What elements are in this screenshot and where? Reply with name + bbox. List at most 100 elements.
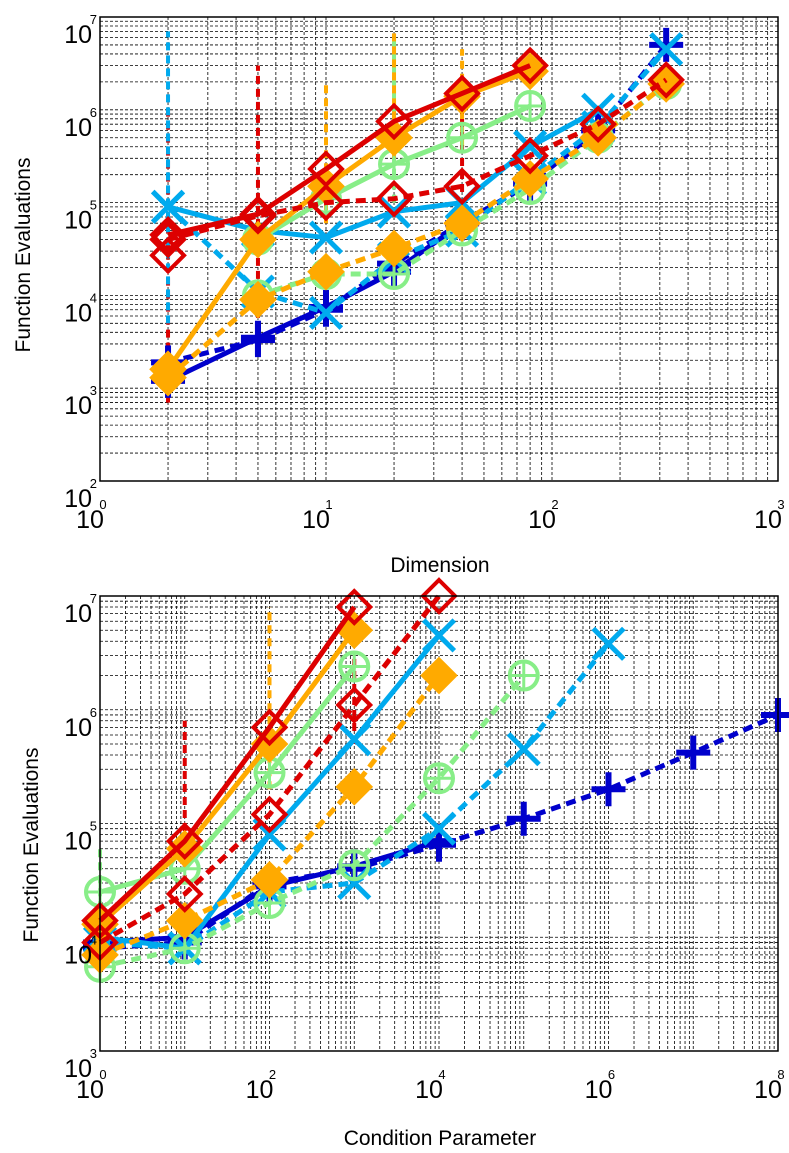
data-point — [591, 626, 626, 661]
data-point — [375, 229, 413, 268]
y-tick-label: 10 — [64, 714, 92, 742]
x-tick-exponent: 2 — [269, 1067, 276, 1082]
y-tick-label: 10 — [64, 392, 92, 420]
data-point — [375, 179, 413, 218]
data-point — [335, 588, 374, 626]
series-line — [166, 47, 669, 316]
x-tick-label: 10 — [76, 1076, 104, 1104]
plot-frame — [99, 595, 779, 1052]
data-point-cross — [425, 764, 453, 793]
x-tick-label: 10 — [76, 506, 104, 534]
data-point — [240, 323, 275, 358]
y-tick-exponent: 7 — [90, 12, 97, 27]
y-axis-label: Function Evaluations — [20, 748, 43, 943]
data-point — [506, 732, 541, 767]
y-tick-label: 10 — [64, 207, 92, 235]
x-tick-exponent: 2 — [551, 497, 558, 512]
x-tick-exponent: 3 — [777, 497, 784, 512]
series-line — [167, 43, 669, 365]
data-point — [443, 167, 481, 206]
data-point — [149, 220, 187, 259]
data-point — [443, 74, 481, 113]
data-point-cross — [516, 91, 545, 120]
x-tick-label: 10 — [585, 1076, 613, 1104]
x-tick-exponent: 0 — [99, 1067, 106, 1082]
data-point — [513, 129, 548, 164]
y-tick-label: 10 — [64, 21, 92, 49]
data-point-cross — [255, 758, 284, 787]
data-point — [511, 160, 549, 198]
series-line — [99, 712, 780, 951]
data-point — [307, 252, 345, 291]
data-point — [579, 105, 617, 144]
y-tick-label: 10 — [64, 941, 92, 969]
y-tick-label: 10 — [64, 828, 92, 856]
data-point — [420, 577, 458, 615]
data-point — [165, 822, 204, 860]
y-tick-exponent: 6 — [90, 105, 97, 120]
y-tick-exponent: 4 — [90, 290, 97, 305]
x-tick-label: 10 — [415, 1076, 443, 1104]
y-tick-label: 10 — [64, 299, 92, 327]
data-point — [649, 27, 684, 62]
x-tick-label: 10 — [754, 506, 782, 534]
x-tick-label: 10 — [528, 506, 556, 534]
y-tick-exponent: 5 — [90, 198, 97, 213]
x-tick-exponent: 6 — [608, 1067, 615, 1082]
data-point — [647, 61, 685, 99]
y-tick-exponent: 3 — [90, 1046, 97, 1061]
data-point — [337, 722, 372, 757]
y-tick-label: 10 — [64, 1055, 92, 1083]
y-tick-exponent: 2 — [90, 476, 97, 491]
series-group — [81, 577, 789, 983]
x-tick-exponent: 4 — [438, 1067, 445, 1082]
data-point — [335, 686, 374, 724]
series-line — [98, 594, 441, 945]
data-point — [250, 860, 289, 899]
y-tick-exponent: 3 — [90, 383, 97, 398]
data-point — [421, 811, 457, 846]
x-tick-exponent: 0 — [99, 497, 106, 512]
data-point — [511, 46, 549, 85]
data-point — [308, 220, 344, 255]
data-point — [375, 102, 413, 141]
data-point — [165, 829, 204, 868]
y-tick-label: 10 — [64, 600, 92, 628]
data-point — [376, 194, 412, 229]
x-tick-exponent: 1 — [325, 497, 332, 512]
data-point-cross — [448, 123, 477, 152]
data-point — [307, 183, 345, 222]
data-point — [150, 189, 186, 224]
data-point — [511, 136, 549, 175]
y-tick-exponent: 4 — [90, 932, 97, 947]
series-line — [98, 628, 357, 927]
data-point — [511, 52, 549, 91]
data-point — [335, 768, 374, 806]
data-point — [647, 65, 685, 103]
x-axis-label: Condition Parameter — [344, 1127, 537, 1150]
data-point — [591, 772, 626, 807]
data-point-cross — [509, 661, 538, 690]
data-point — [649, 32, 684, 67]
y-tick-label: 10 — [64, 114, 92, 142]
y-tick-exponent: 7 — [90, 591, 97, 606]
data-point — [250, 795, 289, 834]
y-tick-label: 10 — [64, 485, 92, 513]
data-point — [165, 901, 204, 940]
data-point — [149, 358, 187, 397]
x-tick-label: 10 — [246, 1076, 274, 1104]
data-point — [308, 295, 344, 330]
plot-frame — [99, 16, 779, 482]
y-tick-exponent: 5 — [90, 819, 97, 834]
x-tick-label: 10 — [302, 506, 330, 534]
y-tick-exponent: 6 — [90, 705, 97, 720]
data-point — [239, 220, 277, 259]
data-point-cross — [340, 652, 369, 681]
series-line — [165, 77, 668, 256]
